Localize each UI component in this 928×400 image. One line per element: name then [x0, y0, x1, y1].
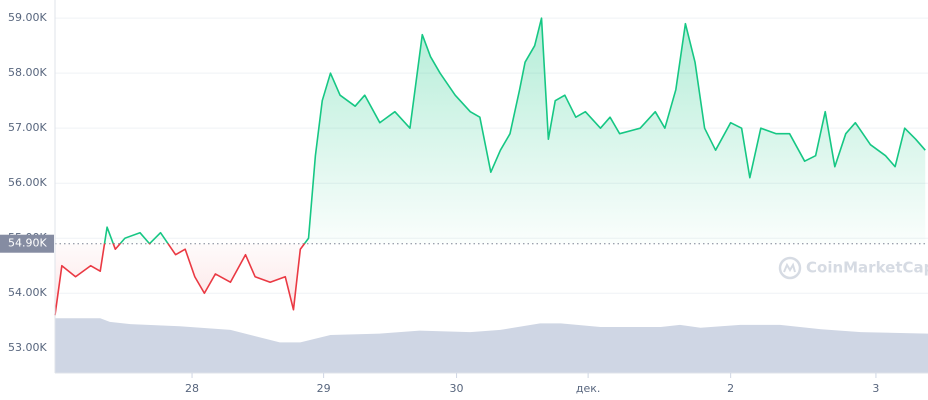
watermark-text: CoinMarketCap: [806, 259, 928, 277]
y-tick-label: 58.00K: [8, 66, 47, 79]
price-area: [55, 18, 926, 316]
x-tick-label: 30: [450, 382, 464, 395]
baseline-label: 54.90K: [8, 237, 47, 250]
x-tick-label: 3: [872, 382, 879, 395]
price-line: [54, 17, 926, 316]
y-tick-label: 57.00K: [8, 121, 47, 134]
x-tick-label: 28: [185, 382, 199, 395]
volume-area: [55, 318, 928, 373]
y-tick-label: 53.00K: [8, 341, 47, 354]
y-tick-label: 54.00K: [8, 286, 47, 299]
x-tick-label: дек.: [576, 382, 601, 395]
y-tick-label: 56.00K: [8, 176, 47, 189]
y-tick-label: 59.00K: [8, 11, 47, 24]
x-tick-label: 2: [727, 382, 734, 395]
x-tick-label: 29: [317, 382, 331, 395]
watermark: CoinMarketCap: [778, 256, 928, 280]
baseline-label-box: [0, 234, 54, 253]
